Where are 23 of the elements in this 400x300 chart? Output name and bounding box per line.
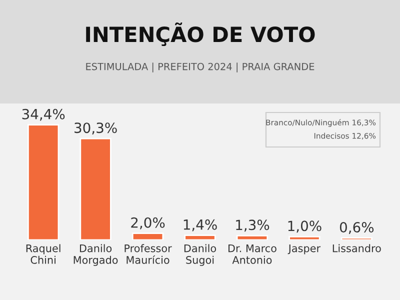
x-tick-label: Raquel Chini	[26, 244, 60, 264]
bar	[184, 234, 216, 240]
data-label: 30,3%	[74, 122, 117, 134]
bar	[27, 124, 60, 240]
chart-subtitle: ESTIMULADA | PREFEITO 2024 | PRAIA GRANDE	[86, 62, 314, 72]
bar	[80, 138, 112, 240]
bar	[288, 236, 320, 240]
data-label: 2,0%	[131, 217, 165, 230]
bar	[132, 232, 164, 240]
bar	[236, 234, 268, 240]
x-tick-label: Jasper	[288, 244, 321, 254]
bar	[340, 237, 373, 240]
chart-title: INTENÇÃO DE VOTO	[86, 22, 315, 46]
x-tick-label: Danilo Morgado	[74, 244, 118, 266]
data-label: 0,6%	[340, 222, 374, 234]
data-label: 1,0%	[288, 220, 322, 233]
x-tick-label: Lissandro	[332, 244, 381, 252]
x-tick-label: Dr. Marco Antonio	[228, 244, 276, 264]
x-tick-label: Professor Maurício	[124, 244, 172, 264]
data-label: 34,4%	[22, 108, 65, 121]
data-label: 1,3%	[236, 220, 270, 232]
x-tick-label: Danilo Sugoi	[184, 244, 216, 266]
data-label: 1,4%	[184, 219, 217, 232]
